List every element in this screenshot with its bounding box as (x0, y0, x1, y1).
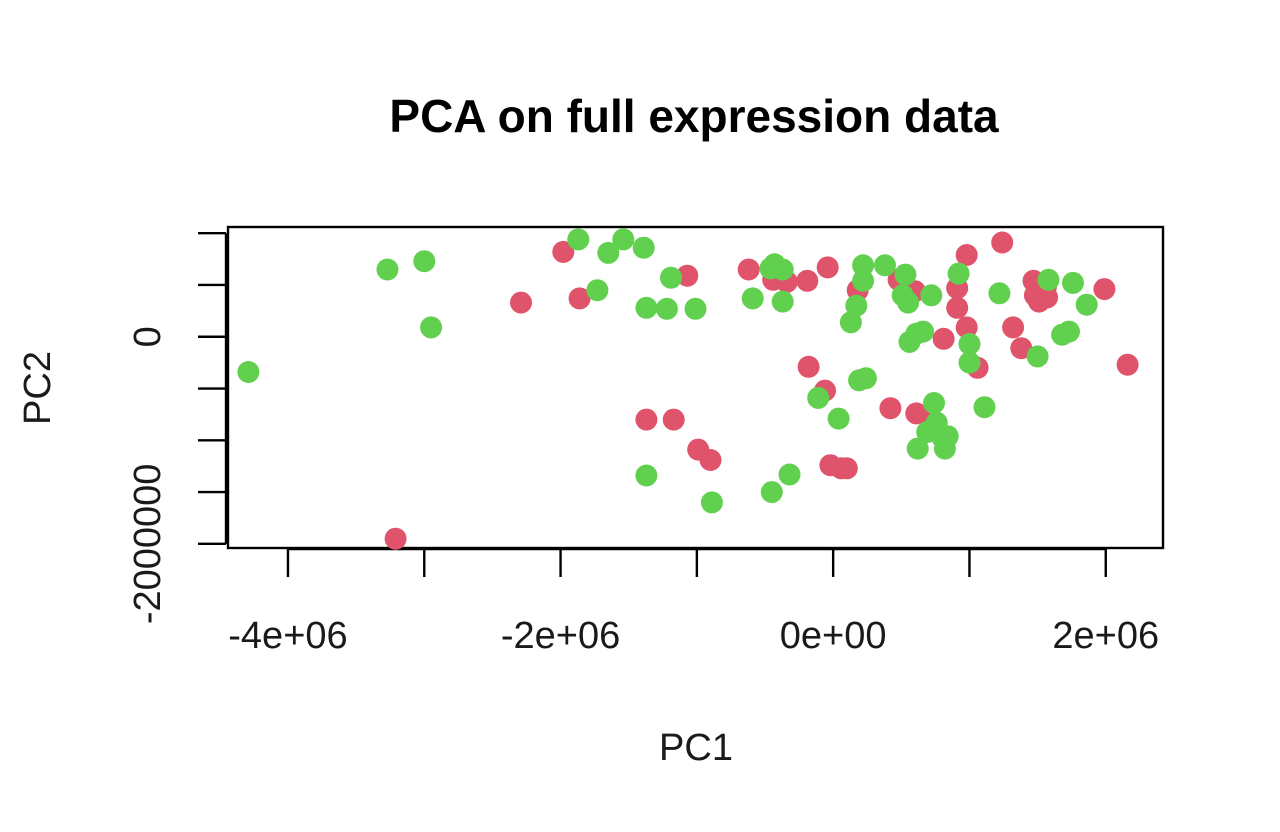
y-tick-label: -2000000 (127, 464, 169, 625)
data-point (894, 263, 917, 286)
data-point (955, 316, 978, 339)
data-point (839, 311, 862, 334)
data-point (852, 269, 875, 292)
data-point (1010, 337, 1033, 360)
data-point (552, 240, 575, 263)
data-point (835, 457, 858, 480)
data-point (906, 437, 929, 460)
data-point (384, 527, 407, 550)
data-point (958, 333, 981, 355)
data-point (376, 258, 399, 281)
y-axis-label: PC2 (17, 351, 59, 425)
data-point (827, 407, 850, 430)
data-point (635, 408, 658, 431)
data-point (1036, 286, 1059, 309)
data-point (662, 408, 685, 431)
data-point (1002, 316, 1025, 339)
x-tick-label: 0e+00 (780, 615, 887, 657)
data-point (797, 355, 820, 378)
data-point (737, 258, 760, 281)
data-point (955, 244, 978, 266)
data-point (1116, 353, 1139, 376)
data-point (771, 290, 794, 313)
data-point (567, 228, 590, 251)
data-point (1026, 345, 1049, 368)
data-point (597, 241, 620, 264)
data-point (568, 287, 591, 310)
data-point (684, 297, 707, 320)
data-point (920, 284, 943, 307)
data-point (1093, 278, 1116, 301)
data-point (237, 361, 260, 383)
data-point (1062, 271, 1084, 294)
data-point (854, 367, 877, 390)
data-point (879, 397, 902, 420)
data-point (420, 316, 443, 339)
data-point (845, 294, 868, 317)
data-point (778, 463, 801, 486)
data-point (946, 296, 969, 319)
data-point (988, 282, 1011, 305)
x-tick-label: -2e+06 (501, 615, 620, 657)
data-points (237, 228, 1139, 550)
data-point (741, 287, 764, 310)
data-point (874, 254, 896, 277)
chart-title: PCA on full expression data (389, 90, 999, 142)
data-point (700, 491, 723, 514)
data-point (932, 327, 955, 350)
data-point (635, 296, 658, 319)
data-point (655, 297, 678, 320)
data-point (1075, 293, 1098, 316)
y-axis: -2000000 0 (127, 232, 228, 625)
data-point (923, 392, 945, 414)
data-point (897, 291, 920, 314)
data-point (760, 481, 783, 504)
data-point (816, 256, 839, 279)
data-point (991, 231, 1014, 254)
data-point (1058, 320, 1080, 343)
data-point (936, 425, 959, 448)
x-tick-label: 2e+06 (1052, 615, 1159, 657)
data-point (796, 269, 819, 292)
x-axis-label: PC1 (659, 727, 733, 769)
data-point (413, 250, 436, 273)
data-point (973, 396, 996, 419)
data-point (676, 264, 699, 287)
data-point (912, 320, 935, 343)
data-point (771, 258, 794, 281)
data-point (660, 266, 682, 289)
x-axis: -4e+06 -2e+06 0e+00 2e+06 (228, 547, 1159, 657)
data-point (852, 254, 875, 277)
data-point (699, 449, 722, 471)
y-tick-label: 0 (127, 326, 169, 347)
data-point (635, 464, 658, 487)
data-point (807, 386, 830, 409)
data-point (632, 236, 655, 259)
data-point (1037, 268, 1060, 291)
data-point (586, 279, 609, 302)
data-point (958, 351, 981, 374)
data-point (612, 228, 635, 251)
data-point (947, 262, 970, 285)
x-tick-label: -4e+06 (228, 615, 347, 657)
data-point (510, 291, 532, 314)
